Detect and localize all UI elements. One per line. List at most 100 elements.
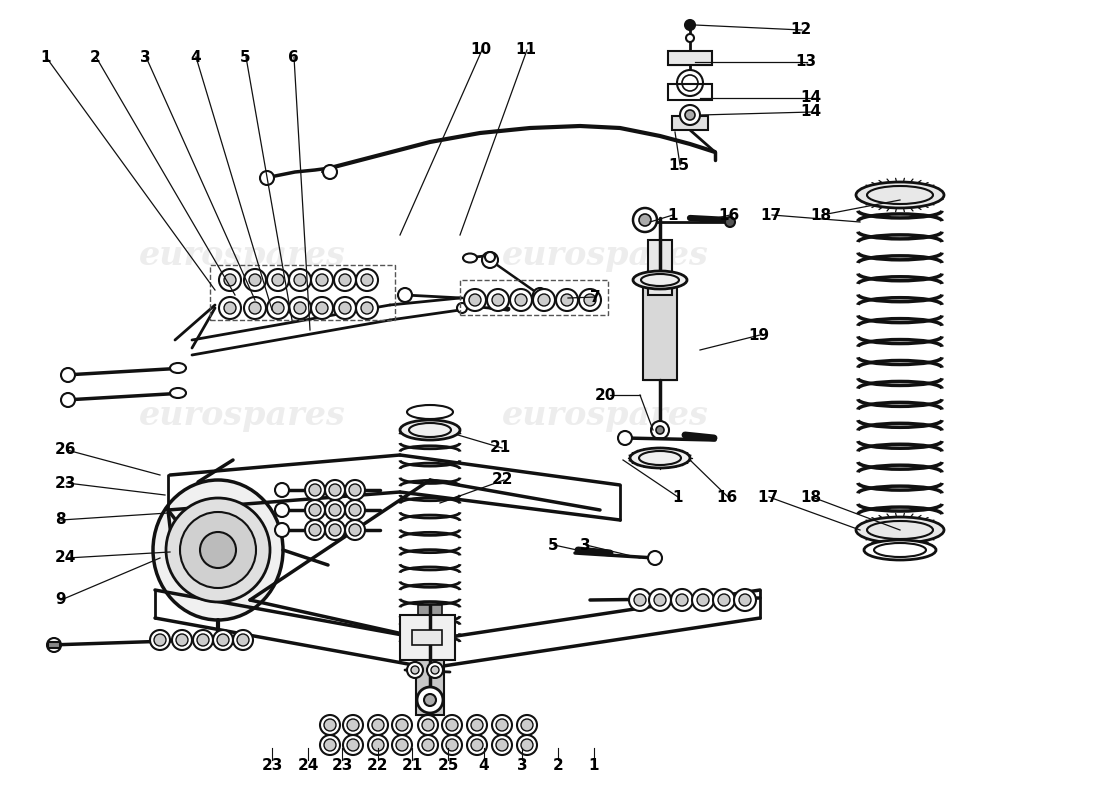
Circle shape xyxy=(345,500,365,520)
Circle shape xyxy=(349,504,361,516)
Circle shape xyxy=(267,297,289,319)
Circle shape xyxy=(649,589,671,611)
Text: 19: 19 xyxy=(748,327,769,342)
Text: 22: 22 xyxy=(492,473,514,487)
Ellipse shape xyxy=(170,388,186,398)
Circle shape xyxy=(496,719,508,731)
Circle shape xyxy=(213,630,233,650)
Circle shape xyxy=(676,594,688,606)
Bar xyxy=(418,605,442,640)
Bar xyxy=(416,640,444,715)
Circle shape xyxy=(60,393,75,407)
Ellipse shape xyxy=(170,363,186,373)
Ellipse shape xyxy=(400,420,460,440)
Circle shape xyxy=(311,269,333,291)
Circle shape xyxy=(697,594,710,606)
Text: 4: 4 xyxy=(478,758,490,773)
Text: 2: 2 xyxy=(552,758,563,773)
Circle shape xyxy=(496,739,508,751)
Circle shape xyxy=(361,274,373,286)
Circle shape xyxy=(294,302,306,314)
Ellipse shape xyxy=(856,517,944,543)
Text: 16: 16 xyxy=(718,207,739,222)
Bar xyxy=(210,265,395,320)
Circle shape xyxy=(396,739,408,751)
Circle shape xyxy=(320,735,340,755)
Circle shape xyxy=(260,171,274,185)
Ellipse shape xyxy=(463,254,477,262)
Circle shape xyxy=(305,500,324,520)
Circle shape xyxy=(244,297,266,319)
Circle shape xyxy=(656,426,664,434)
Circle shape xyxy=(334,297,356,319)
Circle shape xyxy=(305,520,324,540)
Circle shape xyxy=(521,719,534,731)
Ellipse shape xyxy=(153,480,283,620)
Circle shape xyxy=(538,294,550,306)
Circle shape xyxy=(534,288,547,302)
Circle shape xyxy=(329,524,341,536)
Circle shape xyxy=(346,719,359,731)
Circle shape xyxy=(517,715,537,735)
Circle shape xyxy=(427,662,443,678)
Circle shape xyxy=(618,431,632,445)
Circle shape xyxy=(424,694,436,706)
Circle shape xyxy=(305,480,324,500)
Circle shape xyxy=(349,524,361,536)
Text: 3: 3 xyxy=(580,538,591,553)
Circle shape xyxy=(534,289,556,311)
Circle shape xyxy=(407,662,424,678)
Text: 24: 24 xyxy=(297,758,319,773)
Circle shape xyxy=(309,504,321,516)
Ellipse shape xyxy=(632,271,688,289)
Circle shape xyxy=(372,739,384,751)
Circle shape xyxy=(356,297,378,319)
Circle shape xyxy=(482,252,498,268)
Circle shape xyxy=(442,715,462,735)
Text: 26: 26 xyxy=(55,442,77,458)
Circle shape xyxy=(418,715,438,735)
Bar xyxy=(400,615,455,660)
Bar xyxy=(412,630,442,645)
Circle shape xyxy=(368,735,388,755)
Circle shape xyxy=(275,483,289,497)
Circle shape xyxy=(739,594,751,606)
Circle shape xyxy=(398,288,412,302)
Text: 21: 21 xyxy=(402,758,422,773)
Bar xyxy=(460,280,608,315)
Text: 23: 23 xyxy=(331,758,353,773)
Circle shape xyxy=(431,666,439,674)
Circle shape xyxy=(685,110,695,120)
Circle shape xyxy=(316,302,328,314)
Circle shape xyxy=(418,735,438,755)
Text: 16: 16 xyxy=(716,490,737,505)
Circle shape xyxy=(411,666,419,674)
Circle shape xyxy=(166,498,270,602)
Circle shape xyxy=(200,532,236,568)
Circle shape xyxy=(456,303,468,313)
Text: 10: 10 xyxy=(470,42,491,58)
Circle shape xyxy=(172,630,192,650)
Circle shape xyxy=(485,252,495,262)
Circle shape xyxy=(47,638,60,652)
Ellipse shape xyxy=(630,448,690,468)
Circle shape xyxy=(680,105,700,125)
Circle shape xyxy=(289,269,311,291)
Circle shape xyxy=(422,739,435,751)
Circle shape xyxy=(632,208,657,232)
Circle shape xyxy=(219,269,241,291)
Text: 9: 9 xyxy=(55,593,66,607)
Text: 23: 23 xyxy=(55,475,76,490)
Circle shape xyxy=(517,735,537,755)
Text: 2: 2 xyxy=(90,50,101,65)
Circle shape xyxy=(345,520,365,540)
Text: 8: 8 xyxy=(55,513,66,527)
Circle shape xyxy=(734,589,756,611)
Circle shape xyxy=(309,484,321,496)
Circle shape xyxy=(233,630,253,650)
Circle shape xyxy=(464,289,486,311)
Text: 7: 7 xyxy=(590,290,601,305)
Text: 14: 14 xyxy=(800,90,821,106)
Text: 18: 18 xyxy=(800,490,821,505)
Text: 5: 5 xyxy=(548,538,559,553)
